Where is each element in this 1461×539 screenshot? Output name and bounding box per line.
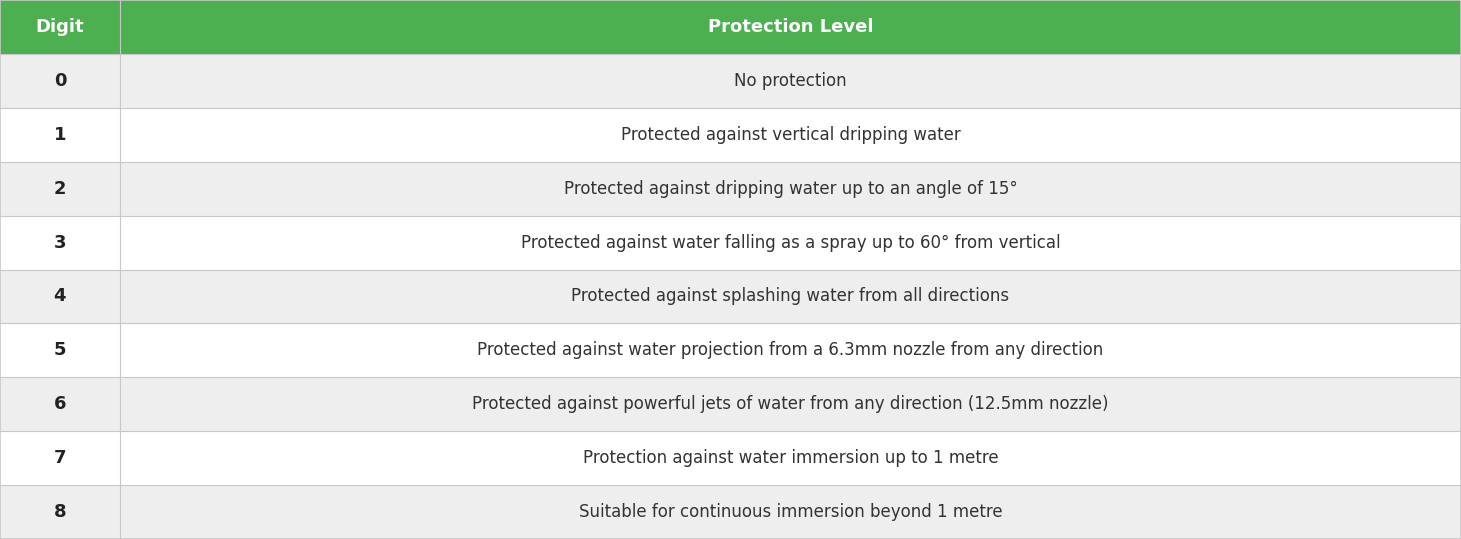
Bar (0, 270, 1461, 323)
Text: 0: 0 (54, 72, 66, 90)
Bar (0, 108, 1461, 162)
Text: Suitable for continuous immersion beyond 1 metre: Suitable for continuous immersion beyond… (579, 503, 1002, 521)
Bar (0, 0, 1461, 54)
Bar (0, 431, 1461, 485)
Bar (0, 377, 1461, 431)
Bar (0, 323, 1461, 377)
Text: Protection against water immersion up to 1 metre: Protection against water immersion up to… (583, 449, 998, 467)
Text: 5: 5 (54, 341, 66, 360)
Text: 2: 2 (54, 179, 66, 198)
Text: Protected against water projection from a 6.3mm nozzle from any direction: Protected against water projection from … (478, 341, 1103, 360)
Text: Protected against vertical dripping water: Protected against vertical dripping wate… (621, 126, 960, 144)
Bar (0, 216, 1461, 270)
Text: Digit: Digit (35, 18, 85, 36)
Text: 6: 6 (54, 395, 66, 413)
Bar (0, 485, 1461, 539)
Text: Protected against dripping water up to an angle of 15°: Protected against dripping water up to a… (564, 179, 1017, 198)
Text: 1: 1 (54, 126, 66, 144)
Text: 7: 7 (54, 449, 66, 467)
Bar (0, 162, 1461, 216)
Text: Protected against splashing water from all directions: Protected against splashing water from a… (571, 287, 1010, 306)
Text: Protected against powerful jets of water from any direction (12.5mm nozzle): Protected against powerful jets of water… (472, 395, 1109, 413)
Text: No protection: No protection (733, 72, 847, 90)
Text: 8: 8 (54, 503, 66, 521)
Text: Protection Level: Protection Level (707, 18, 874, 36)
Text: Protected against water falling as a spray up to 60° from vertical: Protected against water falling as a spr… (520, 233, 1061, 252)
Text: 4: 4 (54, 287, 66, 306)
Bar (0, 54, 1461, 108)
Text: 3: 3 (54, 233, 66, 252)
